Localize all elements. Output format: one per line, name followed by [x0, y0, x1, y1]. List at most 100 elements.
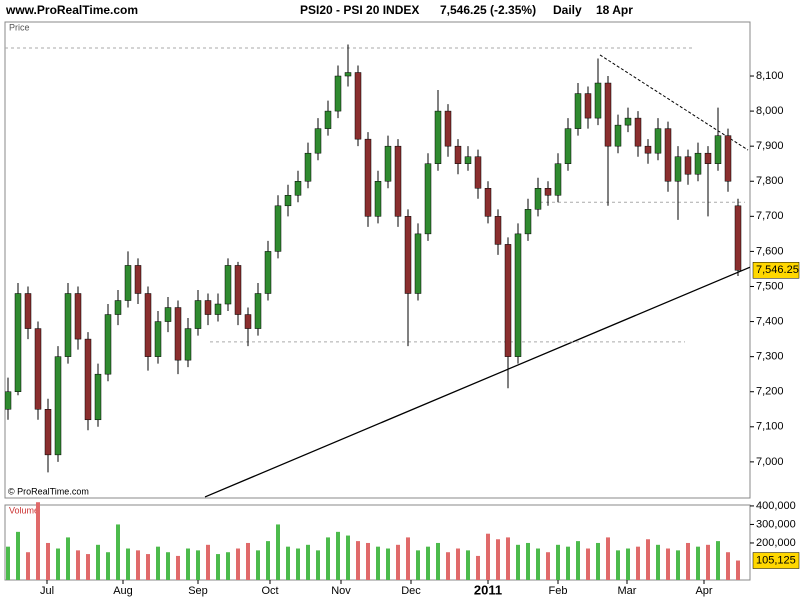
volume-bar [246, 542, 250, 580]
volume-bar [416, 550, 420, 580]
candle-body [294, 181, 302, 196]
volume-tick-label: 300,000 [756, 518, 796, 530]
candle-body [654, 128, 662, 154]
volume-bar [226, 552, 230, 580]
trendline [204, 266, 750, 498]
volume-bar [506, 537, 510, 580]
candle-body [274, 205, 282, 252]
volume-bar [336, 531, 340, 580]
volume-bar [376, 546, 380, 580]
candle-body [104, 314, 112, 375]
chart-title: PSI20 - PSI 20 INDEX [300, 3, 419, 17]
candle-body [234, 265, 242, 315]
candle-body [84, 338, 92, 421]
candle-body [594, 82, 602, 119]
volume-bar [196, 550, 200, 580]
volume-bar [616, 550, 620, 580]
x-tick-label: Nov [331, 585, 351, 597]
volume-bar [726, 552, 730, 580]
price-label: Price [9, 22, 30, 32]
candle-body [694, 152, 702, 175]
candle-body [334, 75, 342, 112]
volume-bar [76, 550, 80, 580]
site-name: www.ProRealTime.com [5, 3, 138, 17]
x-tick-label: Dec [401, 585, 421, 597]
volume-bar [576, 541, 580, 580]
candle-body [544, 188, 552, 196]
candle-body [614, 124, 622, 147]
candle-body [324, 110, 332, 129]
x-tick-label: 2011 [474, 582, 502, 597]
date: 18 Apr [596, 3, 633, 17]
candle-body [714, 135, 722, 164]
candle-body [174, 307, 182, 361]
candle-body [34, 328, 42, 410]
last-price-tag [752, 262, 800, 279]
y-tick-label: 8,000 [756, 105, 784, 117]
candle-body [14, 293, 22, 392]
volume-bar [346, 535, 350, 580]
candle-body [624, 117, 632, 126]
price-plot [5, 44, 750, 498]
candle-body [224, 265, 232, 305]
x-tick-label: Apr [695, 585, 712, 597]
volume-tick-label: 400,000 [756, 500, 796, 512]
candle-body [384, 145, 392, 182]
candle-body [414, 233, 422, 294]
volume-bar [716, 541, 720, 580]
candle-body [164, 307, 172, 322]
candle-body [584, 93, 592, 119]
y-tick-label: 7,600 [756, 245, 784, 257]
candle-body [604, 82, 612, 147]
volume-bar [326, 537, 330, 580]
volume-bar [236, 548, 240, 580]
last-volume-tag [752, 552, 800, 569]
candle-body [244, 314, 252, 329]
period: Daily [553, 3, 582, 17]
x-tick-label: Mar [618, 585, 637, 597]
volume-bar [666, 548, 670, 580]
candle-body [94, 373, 102, 421]
candle-body [24, 293, 32, 329]
candle-body [684, 156, 692, 175]
candle-body [514, 233, 522, 357]
candle-body [144, 293, 152, 357]
volume-bar [636, 546, 640, 580]
volume-bar [536, 548, 540, 580]
candle-body [704, 152, 712, 164]
x-tick-label: Oct [261, 585, 278, 597]
volume-bar [106, 552, 110, 580]
candle-body [474, 156, 482, 189]
candle-body [284, 195, 292, 207]
volume-bar [216, 554, 220, 580]
volume-bar [116, 524, 120, 580]
candle-body [454, 145, 462, 164]
volume-bar [466, 550, 470, 580]
y-tick-label: 7,400 [756, 315, 784, 327]
candle-body [44, 409, 52, 456]
y-tick-label: 7,300 [756, 351, 784, 363]
volume-bar [656, 544, 660, 580]
volume-bar [186, 548, 190, 580]
copyright: © ProRealTime.com [8, 486, 89, 496]
candle-body [344, 72, 352, 77]
volume-bar [86, 554, 90, 580]
volume-bar [566, 546, 570, 580]
trendline [599, 54, 749, 151]
volume-bar [406, 537, 410, 580]
volume-bar [736, 560, 740, 580]
candle-body [64, 293, 72, 357]
candle-body [114, 300, 122, 315]
volume-bar [176, 555, 180, 580]
candle-body [354, 72, 362, 140]
volume-bar [456, 548, 460, 580]
candle-body [554, 163, 562, 196]
candle-body [394, 145, 402, 217]
candle-body [484, 188, 492, 217]
volume-bar [286, 546, 290, 580]
y-tick-label: 7,000 [756, 456, 784, 468]
volume-bar [696, 546, 700, 580]
candle-body [444, 110, 452, 147]
volume-bar [256, 550, 260, 580]
